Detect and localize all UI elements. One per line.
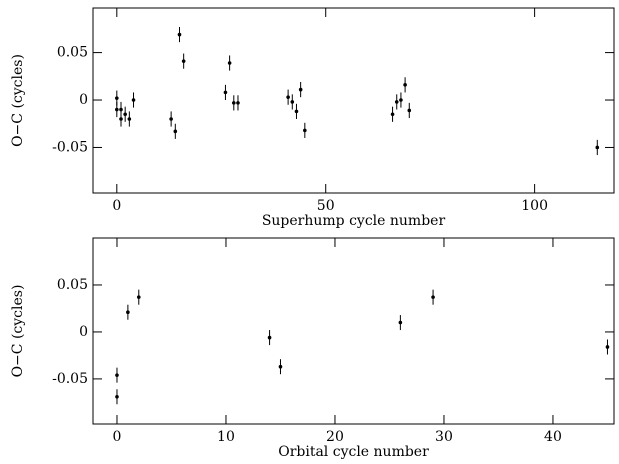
- y-tick-label: 0: [79, 92, 88, 108]
- x-tick-label: 100: [521, 198, 548, 214]
- x-tick-label: 0: [112, 198, 121, 214]
- y-tick-label: 0: [79, 324, 88, 340]
- point: [223, 90, 228, 95]
- y-tick-label: 0.05: [57, 45, 88, 61]
- point: [267, 335, 272, 340]
- point: [126, 310, 130, 315]
- plot-frame: [92, 237, 615, 425]
- point: [595, 145, 600, 150]
- point: [123, 112, 127, 117]
- x-tick-label: 40: [544, 429, 562, 445]
- y-tick-label: -0.05: [52, 371, 88, 387]
- x-tick-label: 50: [317, 198, 335, 214]
- point: [278, 364, 283, 369]
- x-tick-label: 0: [113, 429, 122, 445]
- y-axis-label: O−C (cycles): [10, 54, 26, 147]
- point: [394, 100, 399, 104]
- point: [403, 83, 407, 87]
- point: [227, 61, 232, 65]
- x-tick-label: 10: [217, 429, 235, 445]
- x-tick-label: 30: [435, 429, 453, 445]
- x-tick-label: 20: [326, 429, 344, 445]
- point: [298, 87, 303, 92]
- x-axis-label: Orbital cycle number: [278, 444, 429, 460]
- point: [115, 373, 119, 377]
- point: [127, 117, 132, 121]
- y-axis-label: O−C (cycles): [10, 285, 26, 378]
- point: [290, 100, 295, 104]
- point: [119, 117, 123, 121]
- point: [169, 117, 173, 121]
- point: [407, 108, 412, 113]
- point: [181, 59, 186, 63]
- point: [303, 128, 307, 133]
- point: [177, 32, 182, 37]
- plot-frame: [92, 7, 615, 194]
- point: [431, 295, 435, 299]
- point: [605, 345, 610, 349]
- point: [286, 95, 290, 99]
- point: [115, 394, 119, 399]
- point: [398, 320, 403, 325]
- y-tick-label: -0.05: [52, 139, 88, 155]
- point: [115, 96, 119, 100]
- point: [294, 109, 299, 114]
- point: [390, 112, 395, 117]
- point: [119, 107, 123, 112]
- point: [173, 129, 178, 134]
- x-axis-label: Superhump cycle number: [262, 213, 446, 229]
- point: [231, 101, 236, 105]
- point: [131, 98, 136, 102]
- point: [399, 98, 403, 102]
- y-tick-label: 0.05: [57, 277, 88, 293]
- point: [236, 101, 240, 105]
- point: [115, 107, 119, 112]
- point: [136, 295, 141, 299]
